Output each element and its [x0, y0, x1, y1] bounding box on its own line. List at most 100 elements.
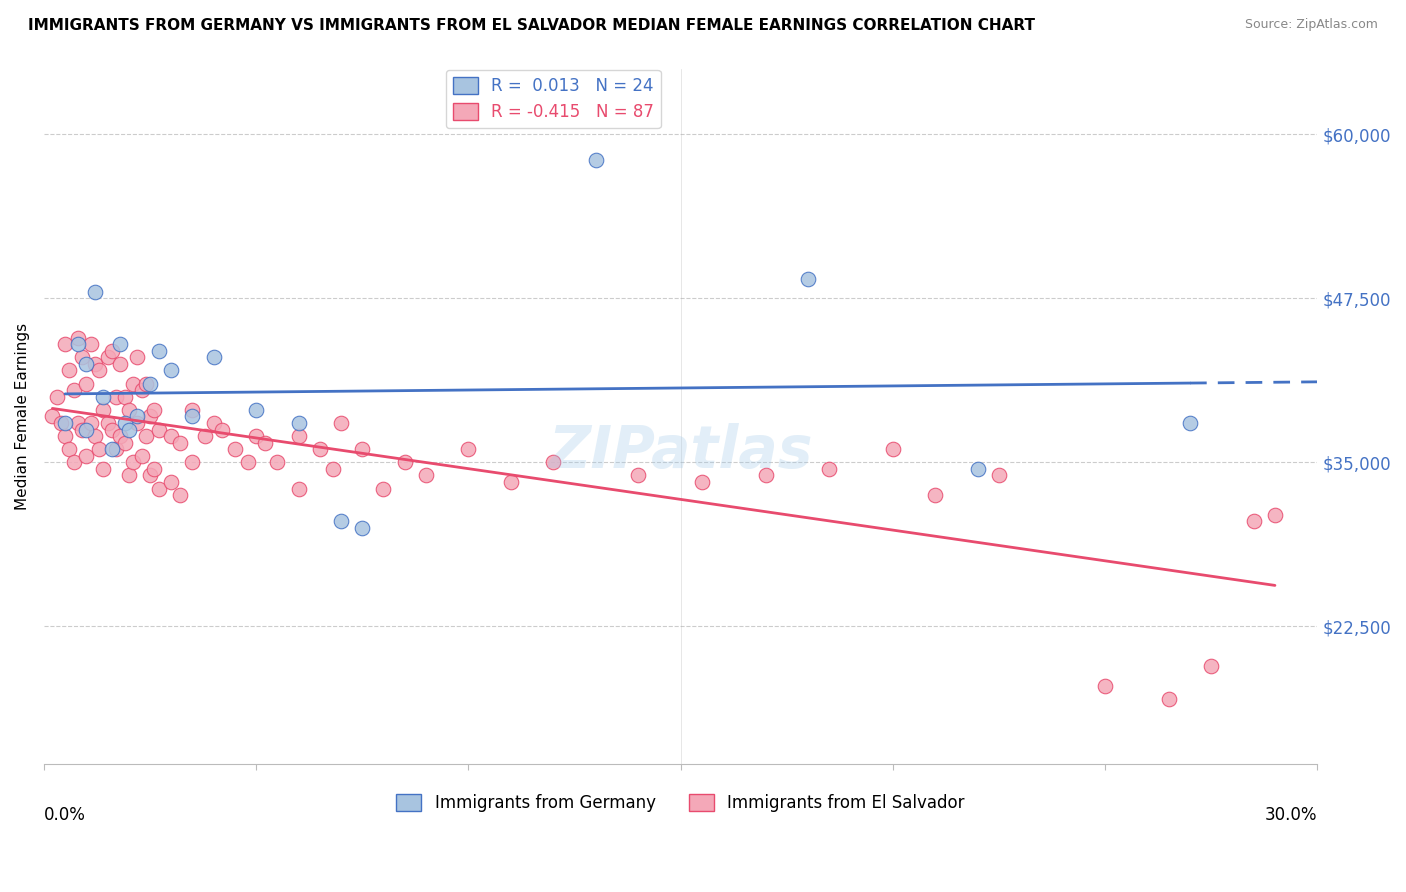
Point [91, 390, 114, 404]
Point [322, 462, 344, 476]
Point [169, 435, 191, 450]
Point [110, 337, 132, 351]
Point [352, 442, 374, 457]
Point [118, 468, 141, 483]
Point [70, 351, 93, 365]
Point [83, 285, 105, 299]
Point [287, 416, 309, 430]
Point [110, 357, 132, 371]
Point [101, 423, 124, 437]
Point [41, 409, 63, 424]
Point [105, 442, 128, 457]
Point [627, 468, 650, 483]
Point [87, 363, 110, 377]
Point [181, 455, 204, 469]
Point [224, 442, 246, 457]
Point [135, 429, 157, 443]
Text: ZIPatlas: ZIPatlas [548, 423, 813, 480]
Point [211, 423, 233, 437]
Point [1157, 691, 1180, 706]
Point [160, 475, 183, 489]
Point [79, 416, 101, 430]
Point [101, 343, 124, 358]
Point [181, 409, 204, 424]
Point [45, 390, 67, 404]
Point [330, 515, 353, 529]
Point [394, 455, 416, 469]
Point [287, 429, 309, 443]
Point [131, 449, 153, 463]
Point [1243, 515, 1265, 529]
Point [127, 416, 149, 430]
Point [118, 402, 141, 417]
Point [585, 153, 607, 168]
Point [169, 488, 191, 502]
Point [58, 442, 80, 457]
Point [105, 390, 128, 404]
Point [1178, 416, 1201, 430]
Text: 0.0%: 0.0% [44, 806, 86, 824]
Point [75, 357, 97, 371]
Point [75, 423, 97, 437]
Point [330, 416, 353, 430]
Point [110, 429, 132, 443]
Point [83, 429, 105, 443]
Point [143, 462, 166, 476]
Point [49, 416, 72, 430]
Point [83, 357, 105, 371]
Point [131, 383, 153, 397]
Point [101, 442, 124, 457]
Point [966, 462, 988, 476]
Point [352, 521, 374, 535]
Point [543, 455, 565, 469]
Point [66, 416, 89, 430]
Point [1199, 658, 1222, 673]
Point [66, 331, 89, 345]
Point [114, 416, 136, 430]
Point [202, 416, 225, 430]
Point [1094, 679, 1116, 693]
Text: IMMIGRANTS FROM GERMANY VS IMMIGRANTS FROM EL SALVADOR MEDIAN FEMALE EARNINGS CO: IMMIGRANTS FROM GERMANY VS IMMIGRANTS FR… [28, 18, 1035, 33]
Point [754, 468, 776, 483]
Point [499, 475, 522, 489]
Point [882, 442, 904, 457]
Point [139, 409, 162, 424]
Point [266, 455, 288, 469]
Point [75, 376, 97, 391]
Point [148, 482, 170, 496]
Point [62, 455, 84, 469]
Point [415, 468, 437, 483]
Point [53, 429, 76, 443]
Point [1264, 508, 1286, 522]
Point [308, 442, 330, 457]
Point [457, 442, 479, 457]
Text: 30.0%: 30.0% [1265, 806, 1317, 824]
Point [122, 455, 145, 469]
Point [160, 363, 183, 377]
Text: Source: ZipAtlas.com: Source: ZipAtlas.com [1244, 18, 1378, 31]
Point [97, 351, 120, 365]
Point [143, 402, 166, 417]
Point [245, 429, 267, 443]
Point [181, 402, 204, 417]
Point [135, 376, 157, 391]
Legend: Immigrants from Germany, Immigrants from El Salvador: Immigrants from Germany, Immigrants from… [389, 787, 972, 819]
Point [53, 337, 76, 351]
Point [79, 337, 101, 351]
Point [70, 423, 93, 437]
Point [53, 416, 76, 430]
Point [148, 423, 170, 437]
Point [58, 363, 80, 377]
Point [194, 429, 217, 443]
Point [245, 402, 267, 417]
Point [287, 482, 309, 496]
Point [988, 468, 1011, 483]
Point [97, 416, 120, 430]
Point [75, 449, 97, 463]
Point [690, 475, 713, 489]
Point [122, 376, 145, 391]
Point [139, 468, 162, 483]
Point [236, 455, 259, 469]
Point [91, 402, 114, 417]
Point [91, 462, 114, 476]
